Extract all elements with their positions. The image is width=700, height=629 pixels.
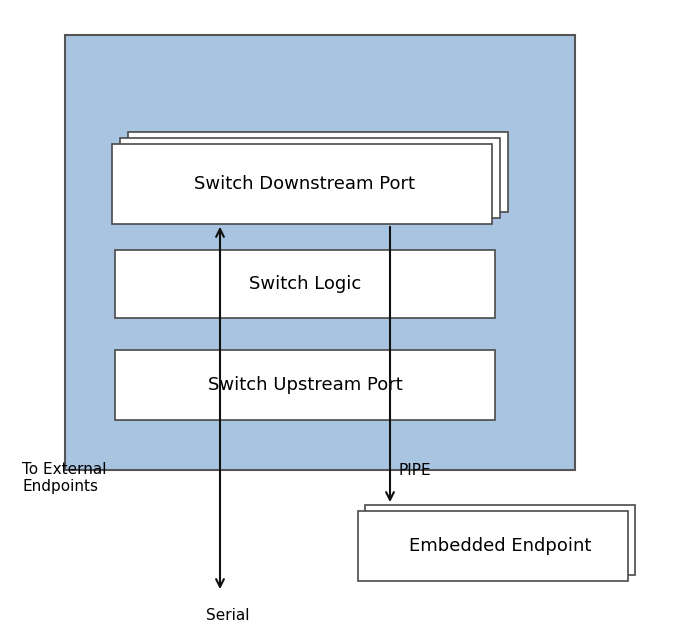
Bar: [115, 350, 495, 420]
Bar: [120, 138, 500, 218]
Text: Embedded Endpoint: Embedded Endpoint: [409, 537, 592, 555]
Text: Switch Logic: Switch Logic: [249, 275, 361, 293]
Bar: [65, 35, 575, 470]
Bar: [115, 250, 495, 318]
Bar: [358, 511, 628, 581]
Text: To External
Endpoints: To External Endpoints: [22, 462, 106, 494]
Text: PIPE: PIPE: [398, 463, 430, 478]
Bar: [365, 505, 635, 575]
Bar: [128, 132, 508, 212]
Text: Switch Upstream Port: Switch Upstream Port: [208, 376, 402, 394]
Bar: [112, 144, 492, 224]
Text: Serial: Serial: [206, 608, 250, 623]
Text: Switch Downstream Port: Switch Downstream Port: [195, 175, 416, 193]
